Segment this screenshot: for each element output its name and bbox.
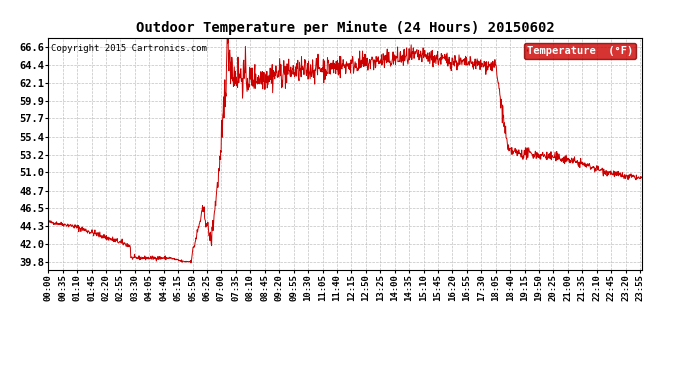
Title: Outdoor Temperature per Minute (24 Hours) 20150602: Outdoor Temperature per Minute (24 Hours…	[136, 21, 554, 35]
Legend: Temperature  (°F): Temperature (°F)	[524, 43, 636, 59]
Text: Copyright 2015 Cartronics.com: Copyright 2015 Cartronics.com	[51, 45, 207, 54]
